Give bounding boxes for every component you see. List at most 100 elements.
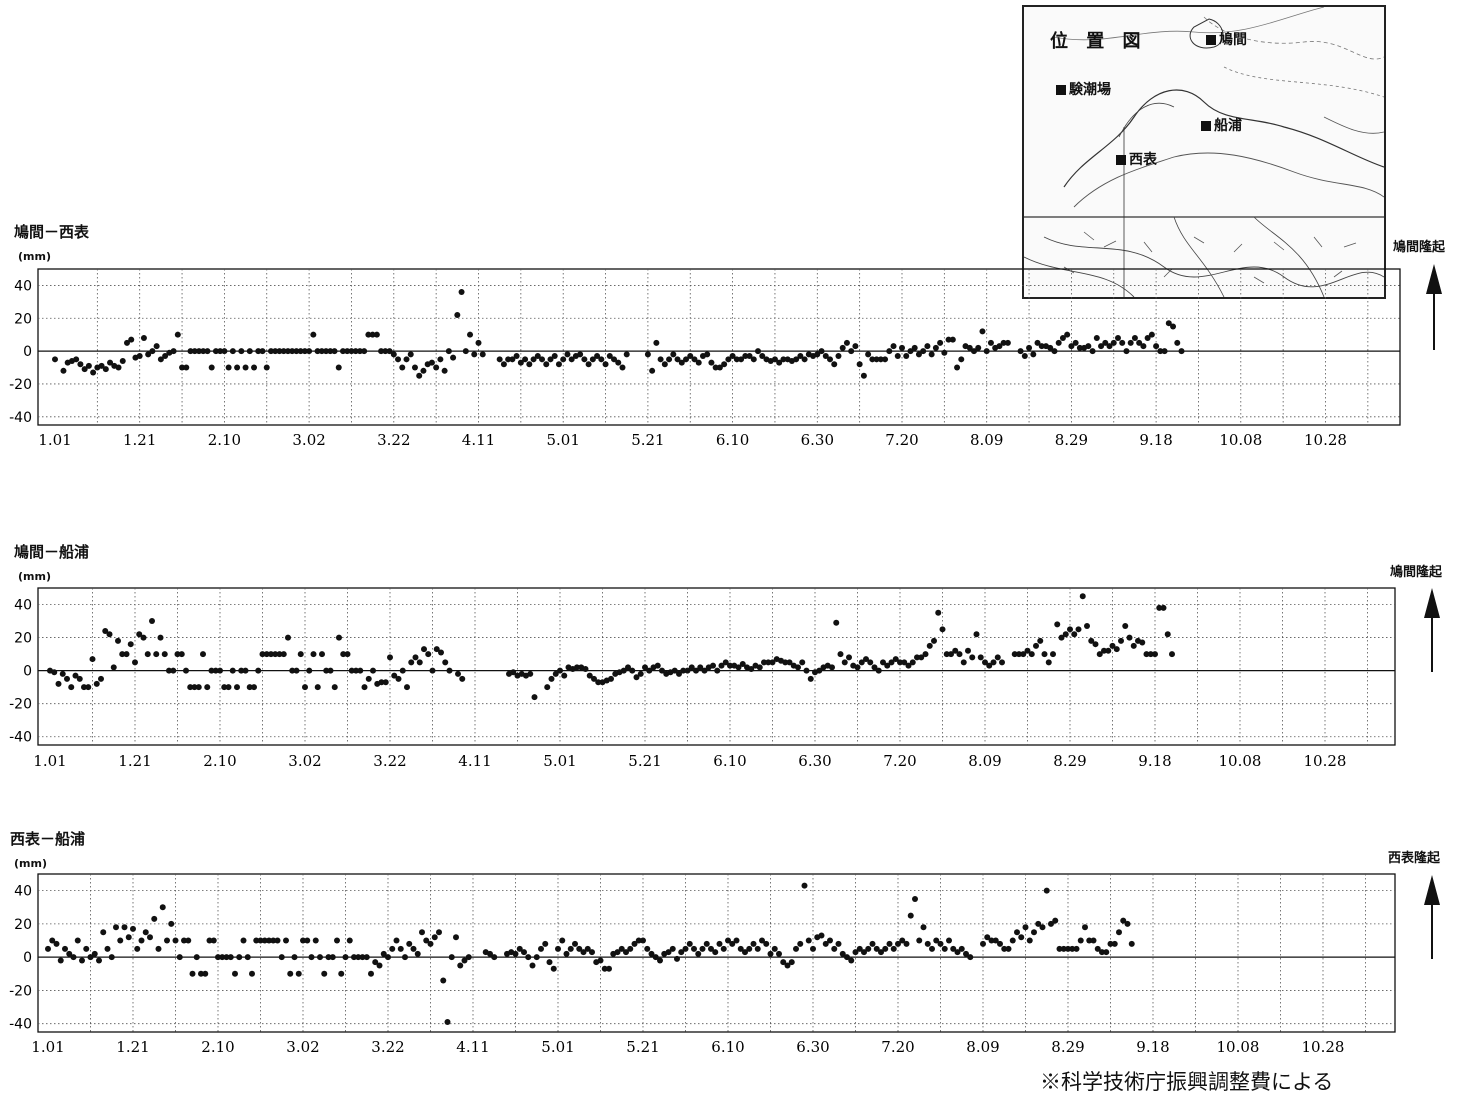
x-tick-label: 9.18 <box>1136 1038 1169 1056</box>
data-point <box>179 364 186 371</box>
data-point <box>1064 331 1071 338</box>
data-point <box>561 672 568 679</box>
data-point <box>1101 647 1107 654</box>
data-point <box>983 348 990 355</box>
data-point <box>987 339 994 346</box>
data-point <box>172 937 179 944</box>
y-tick-label: 40 <box>14 278 32 294</box>
data-point <box>674 955 680 962</box>
data-point <box>363 954 370 961</box>
data-point <box>793 356 800 363</box>
y-tick-label: -40 <box>9 730 32 746</box>
data-point <box>1011 651 1018 658</box>
data-point <box>941 349 948 356</box>
data-point <box>712 364 719 371</box>
data-point <box>595 679 602 686</box>
data-point <box>234 364 241 371</box>
data-point <box>268 651 274 658</box>
data-point <box>580 949 587 956</box>
data-point <box>102 366 109 373</box>
data-point <box>1116 929 1122 936</box>
data-point <box>219 954 226 961</box>
data-point <box>1075 626 1082 633</box>
data-point <box>123 651 130 658</box>
data-point <box>436 929 442 936</box>
data-point <box>183 667 189 674</box>
data-point <box>924 343 931 350</box>
data-point <box>445 348 452 355</box>
data-point <box>335 364 342 371</box>
data-point <box>429 667 436 674</box>
data-point <box>74 937 81 944</box>
data-point <box>136 631 143 638</box>
data-point <box>822 353 829 360</box>
data-point <box>567 945 574 952</box>
data-point <box>1094 945 1101 952</box>
data-point <box>283 937 289 944</box>
data-point <box>1106 343 1113 350</box>
data-point <box>128 336 135 343</box>
data-point <box>701 667 708 674</box>
data-point <box>301 348 308 355</box>
data-point <box>581 356 588 363</box>
data-point <box>899 344 905 351</box>
data-point <box>407 351 414 358</box>
data-point <box>98 675 104 682</box>
data-point <box>807 675 814 682</box>
data-point <box>346 937 353 944</box>
data-point <box>1114 334 1121 341</box>
data-point <box>615 359 622 366</box>
data-point <box>589 949 595 956</box>
data-point <box>331 684 338 691</box>
data-point <box>903 353 910 360</box>
data-point <box>710 662 716 669</box>
data-point <box>1130 642 1137 649</box>
x-tick-label: 7.20 <box>883 752 916 770</box>
data-point <box>1014 929 1020 936</box>
data-point <box>666 356 673 363</box>
data-point <box>348 667 355 674</box>
data-point <box>988 937 995 944</box>
data-point <box>351 954 357 961</box>
data-point <box>654 662 661 669</box>
data-point <box>380 950 387 957</box>
data-point <box>527 670 534 677</box>
data-point <box>534 353 541 360</box>
data-point <box>852 949 859 956</box>
data-point <box>246 684 253 691</box>
x-tick-label: 5.01 <box>546 431 579 449</box>
data-point <box>875 667 882 674</box>
data-point <box>300 937 306 944</box>
data-point <box>586 672 593 679</box>
data-point <box>259 348 266 355</box>
marker-funaura: 船浦 <box>1201 115 1242 135</box>
data-point <box>263 651 270 658</box>
data-point <box>665 949 672 956</box>
data-point <box>539 356 546 363</box>
data-point <box>584 945 591 952</box>
data-point <box>106 631 113 638</box>
x-tick-label: 3.22 <box>377 431 410 449</box>
data-point <box>620 667 627 674</box>
data-point <box>72 672 79 679</box>
source-note: ※科学技術庁振興調整費による <box>1040 1070 1334 1094</box>
y-tick-label: -40 <box>9 410 32 426</box>
data-point <box>718 662 725 669</box>
x-tick-label: 2.10 <box>203 752 236 770</box>
data-point <box>625 664 631 671</box>
data-point <box>776 950 782 957</box>
data-point <box>1060 945 1067 952</box>
data-point <box>833 619 840 626</box>
data-point <box>369 331 376 338</box>
data-point <box>295 970 302 977</box>
data-point <box>1120 917 1127 924</box>
data-point <box>966 344 973 351</box>
x-tick-label: 10.28 <box>1304 431 1347 449</box>
data-point <box>982 659 988 666</box>
data-point <box>827 356 834 363</box>
data-point <box>1102 339 1109 346</box>
marker-label: 鳩間 <box>1219 32 1247 48</box>
data-point <box>210 937 217 944</box>
data-point <box>555 361 562 368</box>
